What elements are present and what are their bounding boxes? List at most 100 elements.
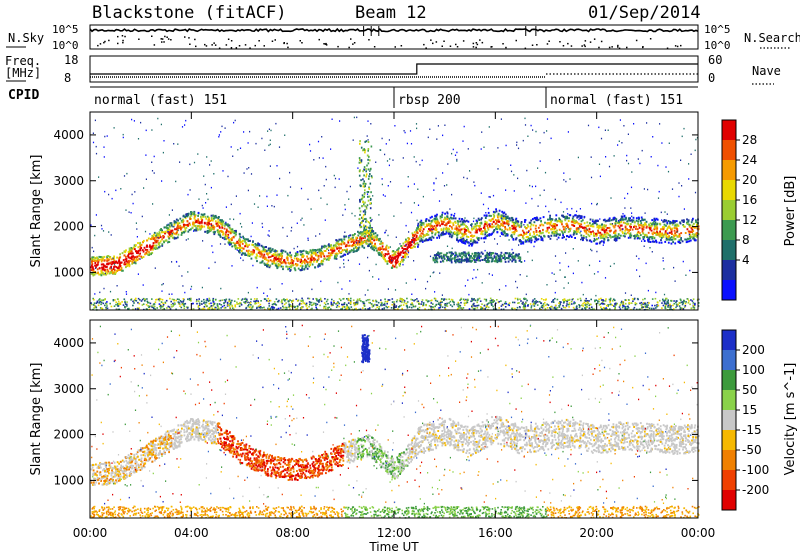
power-cell [192, 222, 194, 225]
power-cell [150, 247, 152, 250]
noise-search-dot [617, 44, 619, 47]
power-cell [289, 251, 291, 254]
power-cell [267, 307, 269, 310]
power-cell [432, 303, 434, 305]
power-cell [116, 262, 119, 265]
power-cell [622, 301, 624, 303]
power-cell [323, 305, 325, 308]
power-cell [123, 254, 126, 257]
power-cell [483, 225, 486, 228]
power-cell [551, 228, 553, 230]
power-cell [217, 221, 220, 224]
power-cell [221, 221, 224, 224]
power-cell [540, 220, 542, 223]
power-cell [462, 307, 465, 309]
noise-search-dot [394, 46, 396, 48]
power-cell [449, 230, 452, 233]
power-cell [558, 304, 560, 307]
power-cell [500, 251, 503, 254]
power-cell [203, 302, 205, 304]
power-cell [249, 306, 251, 308]
power-cell [478, 297, 481, 300]
power-cell [459, 224, 462, 227]
power-cell [221, 305, 224, 308]
power-cell [356, 300, 358, 302]
power-cell [247, 240, 250, 242]
power-cell [343, 302, 346, 304]
power-cell [223, 304, 226, 307]
power-cell [411, 239, 413, 241]
power-cell [172, 231, 175, 234]
power-cell [644, 222, 646, 225]
power-cell [267, 264, 269, 266]
power-cell [583, 215, 586, 218]
power-cell [416, 227, 419, 230]
power-cell [350, 301, 352, 303]
power-cell [252, 249, 255, 252]
power-cell [412, 234, 414, 236]
power-cell [214, 214, 217, 217]
power-cell [624, 235, 626, 238]
power-cell [504, 301, 507, 303]
power-cell [664, 231, 667, 234]
power-cell [640, 303, 643, 306]
power-cell [473, 257, 476, 260]
power-cell [419, 240, 421, 243]
noise-search-dot [570, 45, 573, 47]
power-cell [591, 225, 594, 228]
power-cell [555, 233, 558, 236]
power-cell [154, 240, 157, 243]
power-cell [282, 261, 285, 264]
power-cell [649, 224, 651, 227]
power-cell [160, 231, 163, 234]
power-cell [508, 256, 510, 259]
power-cell [444, 307, 446, 309]
power-cell [642, 298, 644, 301]
power-cell [449, 221, 452, 224]
power-cell [622, 303, 625, 306]
noise-search-dot [163, 41, 165, 43]
power-cell [502, 217, 504, 220]
power-cell [471, 259, 473, 262]
power-cell [624, 302, 627, 305]
power-cell [171, 306, 173, 308]
power-cell [542, 303, 545, 305]
power-cell [522, 237, 525, 240]
power-cell [181, 221, 183, 224]
power-cell [209, 299, 211, 302]
power-cell [113, 269, 116, 272]
power-cell [697, 225, 700, 228]
power-cell [602, 234, 604, 237]
power-cell [122, 304, 125, 306]
noise-search-dot [435, 41, 438, 43]
power-cell [100, 301, 103, 304]
power-cell [612, 218, 615, 221]
power-cell [683, 306, 686, 309]
power-cell [174, 228, 176, 231]
power-cell [464, 259, 466, 262]
power-cell [361, 245, 364, 248]
power-cell [204, 215, 207, 218]
power-cell [267, 249, 270, 252]
power-cell [533, 240, 536, 243]
power-cell [372, 300, 375, 302]
power-cell [525, 298, 527, 300]
power-cell [513, 221, 516, 224]
power-cell [402, 242, 405, 245]
power-cell [482, 226, 485, 229]
power-cell [210, 228, 213, 231]
power-cell [271, 262, 274, 265]
power-cell [205, 217, 208, 220]
power-cell [223, 299, 226, 301]
power-cell [125, 259, 128, 262]
power-cell [467, 229, 470, 231]
power-cell [447, 232, 450, 235]
power-cell [594, 299, 596, 302]
power-cell [651, 236, 653, 239]
power-cell [603, 237, 606, 240]
power-cell [650, 229, 653, 232]
power-cell [355, 307, 357, 310]
power-cell [492, 210, 495, 213]
power-cell [119, 269, 122, 271]
power-cell [614, 234, 617, 237]
